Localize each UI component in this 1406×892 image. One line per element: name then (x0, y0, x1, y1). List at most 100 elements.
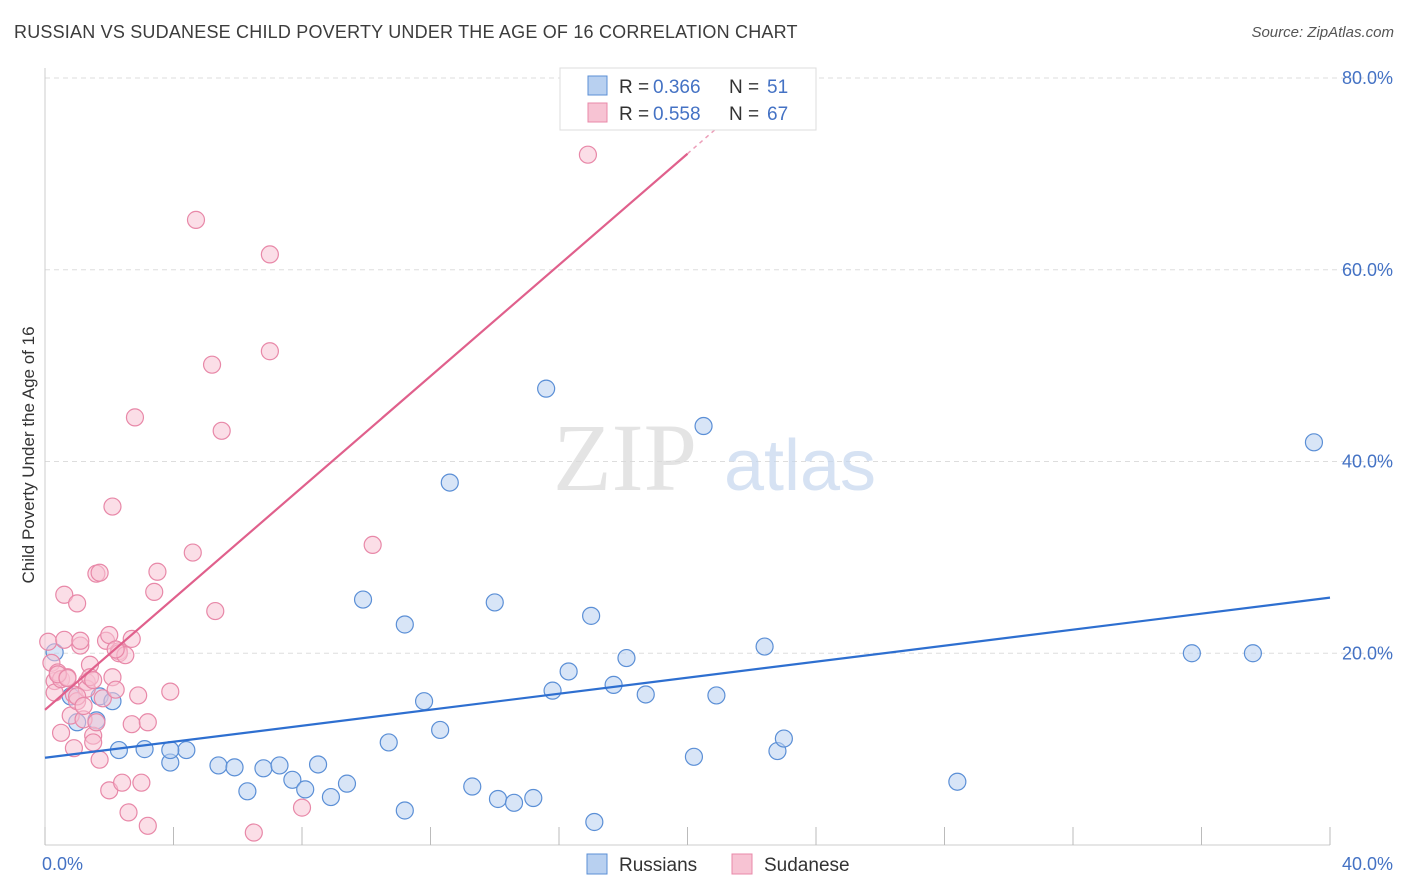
sudanese-point-34 (106, 680, 125, 699)
sudanese-point-52 (202, 355, 222, 374)
sudanese-point-42 (125, 408, 145, 427)
sudanese-point-64 (74, 696, 93, 716)
source-credit: Source: ZipAtlas.com (1251, 24, 1394, 41)
sudanese-point-28 (93, 689, 112, 708)
axes (44, 68, 1331, 846)
legend-n-value-1: 51 (767, 77, 788, 98)
y-tick-label-2: 60.0% (1342, 260, 1393, 280)
sudanese-point-7 (55, 630, 74, 649)
tick-labels: 20.0% 40.0% 60.0% 80.0% 0.0% 40.0% (42, 68, 1393, 874)
watermark: ZIP atlas (553, 404, 876, 511)
sudanese-point-59 (363, 535, 382, 555)
legend-r-label-2: R = (619, 104, 649, 125)
sudanese-point-54 (212, 421, 231, 440)
sudanese-point-23 (84, 733, 103, 752)
russians-point-25 (463, 777, 482, 796)
russians-point-10 (238, 782, 257, 801)
sudanese-point-8 (55, 585, 74, 604)
russians-point-11 (254, 759, 273, 778)
x-tick-label-0: 0.0% (42, 854, 83, 874)
sudanese-point-6 (51, 723, 71, 742)
russians-point-35 (604, 675, 623, 694)
russians-point-18 (353, 590, 373, 609)
sudanese-point-26 (90, 750, 109, 769)
russians-point-22 (414, 692, 434, 711)
russians-point-15 (308, 755, 328, 774)
y-tick-label-0: 20.0% (1342, 643, 1393, 663)
russians-point-7 (161, 740, 180, 760)
russians-point-32 (559, 662, 578, 681)
russians-point-4 (135, 740, 154, 759)
legend-n-label-1: N = (729, 77, 759, 98)
chart-title: RUSSIAN VS SUDANESE CHILD POVERTY UNDER … (14, 22, 798, 42)
sudanese-point-37 (112, 773, 132, 792)
sudanese-point-27 (90, 563, 109, 582)
legend-n-value-2: 67 (767, 104, 788, 125)
y-tick-label-3: 80.0% (1342, 68, 1393, 88)
sudanese-point-58 (292, 798, 312, 817)
russians-point-36 (617, 648, 636, 668)
russians-point-46 (1243, 644, 1263, 663)
sudanese-point-45 (138, 713, 157, 732)
sudanese-point-44 (132, 773, 151, 792)
sudanese-point-40 (122, 629, 141, 648)
russians-point-28 (504, 793, 524, 812)
sudanese-point-41 (122, 715, 141, 734)
sudanese-point-62 (58, 669, 77, 688)
russians-point-31 (543, 681, 562, 700)
x-tick-label-1: 40.0% (1342, 854, 1393, 874)
russians-point-33 (582, 606, 601, 625)
bottom-legend-swatch-russians (586, 853, 608, 875)
russians-point-17 (337, 774, 357, 793)
sudanese-point-46 (138, 816, 157, 835)
russians-point-21 (395, 615, 414, 634)
russians-point-41 (755, 637, 774, 656)
russians-point-8 (209, 756, 228, 775)
russians-point-13 (283, 770, 302, 789)
sudanese-point-65 (84, 670, 103, 690)
watermark-zip: ZIP (553, 404, 697, 511)
legend-r-value-2: 0.558 (653, 104, 701, 125)
grid-lines (45, 77, 1390, 654)
legend-swatch-russians (587, 75, 608, 96)
sudanese-trend-extension (687, 110, 737, 155)
bottom-legend: Russians Sudanese (586, 853, 850, 876)
russians-point-20 (395, 801, 414, 820)
sudanese-point-57 (260, 342, 279, 361)
russians-point-43 (774, 729, 793, 748)
bottom-legend-russians: Russians (619, 855, 697, 876)
legend: R = 0.366 N = 51 R = 0.558 N = 67 (559, 67, 817, 131)
russians-point-45 (1182, 644, 1201, 663)
sudanese-point-49 (161, 682, 180, 701)
sudanese-point-47 (145, 582, 164, 601)
russians-point-23 (431, 720, 450, 740)
russians-point-39 (694, 416, 713, 436)
sudanese-point-16 (71, 631, 90, 650)
russians-point-16 (321, 787, 341, 807)
russians-point-9 (225, 758, 244, 777)
russians-point-44 (948, 772, 967, 791)
russians-point-24 (440, 473, 459, 492)
y-tick-label-1: 40.0% (1342, 452, 1393, 472)
legend-n-label-2: N = (729, 104, 759, 125)
sudanese-point-43 (129, 686, 148, 705)
sudanese-point-48 (148, 562, 167, 581)
russians-point-29 (524, 788, 543, 808)
sudanese-point-53 (206, 601, 225, 621)
russians-point-12 (270, 756, 289, 775)
russians-point-27 (488, 789, 508, 809)
sudanese-point-12 (64, 739, 84, 758)
bottom-legend-sudanese: Sudanese (764, 855, 850, 876)
russians-point-30 (537, 379, 556, 398)
series-points (39, 145, 1324, 842)
legend-r-label-1: R = (619, 77, 649, 98)
russians-point-40 (707, 686, 726, 705)
sudanese-point-50 (183, 543, 202, 562)
bottom-legend-swatch-sudanese (731, 853, 753, 875)
sudanese-point-13 (68, 594, 87, 613)
russians-point-6 (177, 740, 196, 760)
russians-point-26 (485, 593, 504, 612)
russians-point-14 (296, 780, 315, 799)
russians-point-34 (585, 812, 604, 832)
